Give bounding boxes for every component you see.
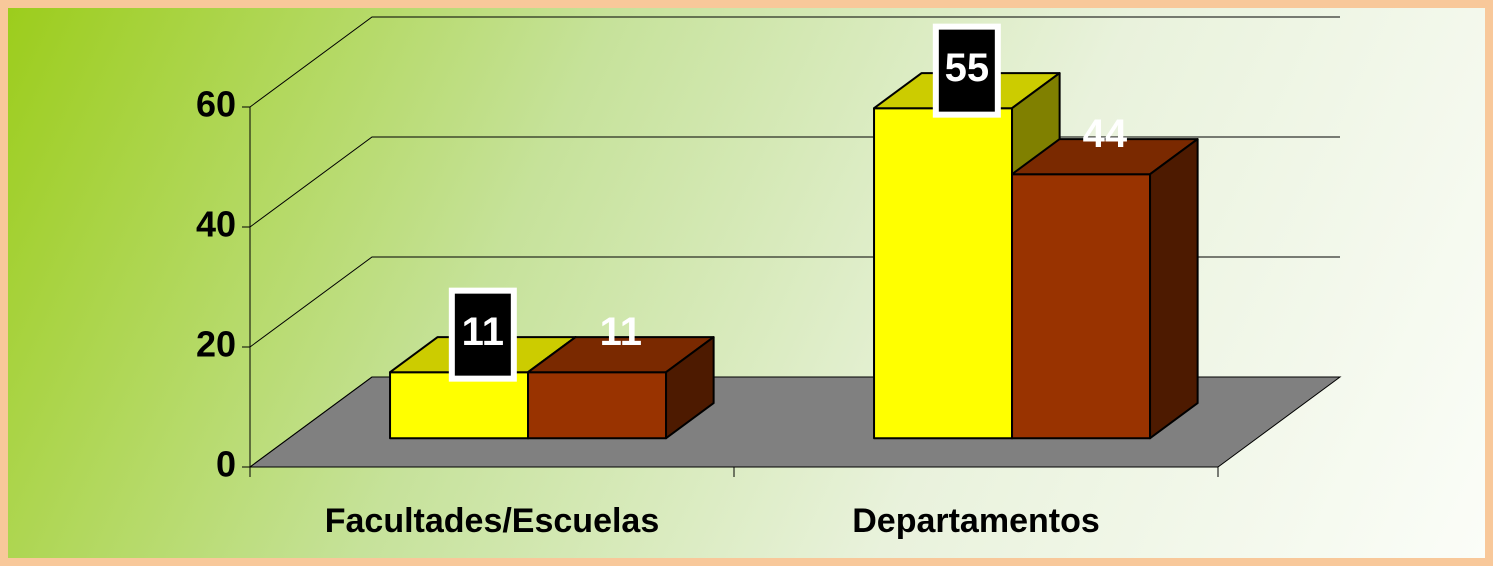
value-label: 44	[1083, 112, 1128, 156]
bar-front	[389, 371, 530, 440]
y-tick-label: 20	[196, 324, 236, 365]
bar-front	[873, 107, 1014, 440]
y-tick-label: 60	[196, 84, 236, 125]
value-label: 11	[600, 310, 642, 354]
y-tick-label: 0	[216, 444, 236, 485]
grid-line	[249, 16, 1340, 108]
bar-side	[1149, 138, 1199, 440]
x-tick-label: Facultades/Escuelas	[325, 502, 660, 540]
bar-front	[1011, 173, 1152, 440]
bar-side	[665, 336, 715, 440]
value-label: 11	[462, 310, 504, 354]
value-label: 55	[945, 46, 990, 90]
x-tick-label: Departamentos	[852, 502, 1100, 540]
value-label-box	[448, 287, 517, 382]
y-tick-label: 40	[196, 204, 236, 245]
value-label-box	[932, 23, 1001, 118]
bar-front	[527, 371, 668, 440]
